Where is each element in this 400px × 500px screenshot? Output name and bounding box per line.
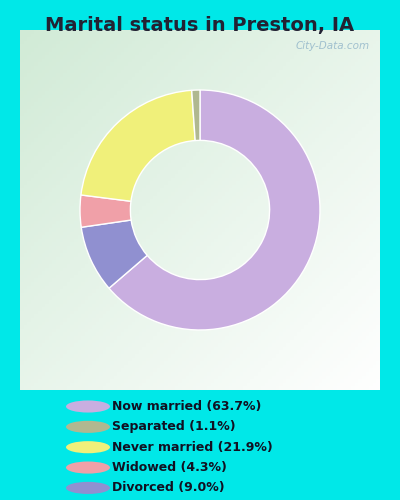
Text: Separated (1.1%): Separated (1.1%) [112, 420, 236, 434]
Text: City-Data.com: City-Data.com [295, 41, 369, 51]
Circle shape [66, 400, 110, 412]
Wedge shape [80, 195, 131, 228]
Circle shape [66, 482, 110, 494]
Wedge shape [81, 90, 195, 202]
Circle shape [66, 462, 110, 473]
Text: Never married (21.9%): Never married (21.9%) [112, 440, 273, 454]
Wedge shape [109, 90, 320, 330]
Circle shape [66, 441, 110, 453]
Text: Marital status in Preston, IA: Marital status in Preston, IA [46, 16, 354, 35]
Wedge shape [81, 220, 147, 288]
Text: Divorced (9.0%): Divorced (9.0%) [112, 482, 225, 494]
Wedge shape [192, 90, 200, 140]
Circle shape [66, 421, 110, 433]
Text: Now married (63.7%): Now married (63.7%) [112, 400, 261, 413]
Text: Widowed (4.3%): Widowed (4.3%) [112, 461, 227, 474]
